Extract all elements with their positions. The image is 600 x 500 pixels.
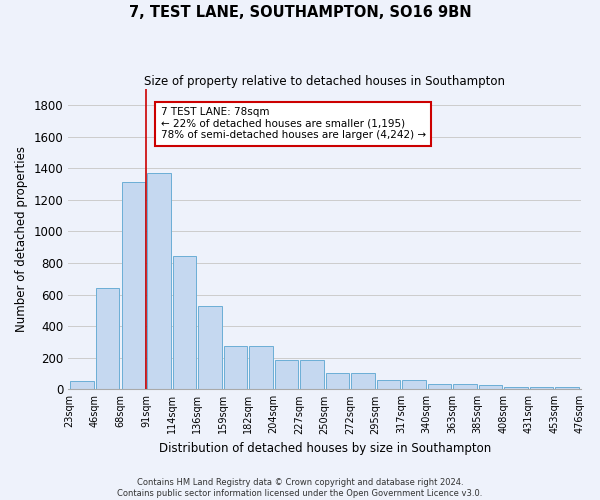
Bar (428, 384, 451, 390)
Bar (249, 346, 272, 390)
Bar (479, 386, 502, 390)
Bar (122, 182, 145, 390)
Bar (556, 387, 579, 390)
Bar (275, 360, 298, 390)
Text: 7 TEST LANE: 78sqm
← 22% of detached houses are smaller (1,195)
78% of semi-deta: 7 TEST LANE: 78sqm ← 22% of detached hou… (161, 107, 425, 140)
Bar (453, 384, 477, 390)
Bar (198, 306, 221, 390)
Bar (326, 372, 349, 390)
X-axis label: Distribution of detached houses by size in Southampton: Distribution of detached houses by size … (158, 442, 491, 455)
Bar (300, 360, 323, 390)
Bar (377, 380, 400, 390)
Bar (530, 387, 553, 390)
Title: Size of property relative to detached houses in Southampton: Size of property relative to detached ho… (144, 75, 505, 88)
Bar (505, 387, 528, 390)
Text: Contains HM Land Registry data © Crown copyright and database right 2024.
Contai: Contains HM Land Registry data © Crown c… (118, 478, 482, 498)
Y-axis label: Number of detached properties: Number of detached properties (15, 146, 28, 332)
Bar (173, 256, 196, 390)
Text: 7, TEST LANE, SOUTHAMPTON, SO16 9BN: 7, TEST LANE, SOUTHAMPTON, SO16 9BN (128, 5, 472, 20)
Bar (402, 380, 426, 390)
Bar (70, 382, 94, 390)
Bar (147, 173, 170, 390)
Bar (96, 288, 119, 390)
Bar (224, 346, 247, 390)
Bar (351, 372, 374, 390)
